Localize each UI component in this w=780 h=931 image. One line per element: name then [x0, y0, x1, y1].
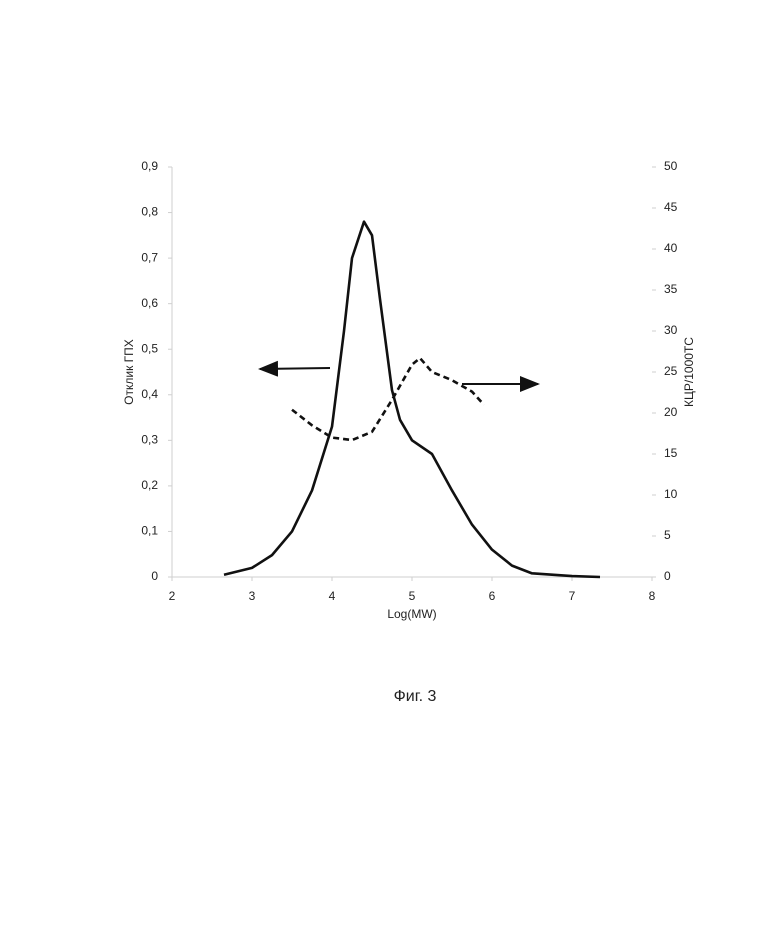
y2-tick-label: 25	[664, 364, 678, 378]
y2-tick-label: 20	[664, 405, 678, 419]
y2-tick-label: 15	[664, 446, 678, 460]
y-tick-label: 0,1	[141, 524, 158, 538]
y2-tick-label: 45	[664, 200, 678, 214]
caption: Фиг. 3	[394, 688, 437, 705]
data-line	[224, 222, 600, 577]
y2-tick-label: 40	[664, 241, 678, 255]
y2-tick-label: 50	[664, 159, 678, 173]
arrow-left	[260, 368, 330, 369]
y-tick-label: 0,3	[141, 433, 158, 447]
y-tick-label: 0,6	[141, 296, 158, 310]
y2-tick-label: 0	[664, 569, 671, 583]
x-tick-label: 3	[249, 589, 256, 603]
x-tick-label: 6	[489, 589, 496, 603]
chart: Log(MW) Отклик ГПХ КЦР/1000ТС Фиг. 3 2 3 4…	[0, 0, 780, 931]
data-line	[292, 358, 484, 440]
x-tick-label: 4	[329, 589, 336, 603]
y-tick-label: 0,5	[141, 341, 158, 355]
y2-tick-label: 5	[664, 528, 671, 542]
y-tick-label: 0,8	[141, 205, 158, 219]
y2-tick-label: 30	[664, 323, 678, 337]
y-tick-label: 0,9	[141, 159, 158, 173]
y-tick-label: 0,4	[141, 387, 158, 401]
x-tick-label: 7	[569, 589, 576, 603]
y-tick-label: 0	[151, 569, 158, 583]
x-axis-label: Log(MW)	[387, 607, 436, 621]
y-axis-label: Отклик ГПХ	[122, 339, 136, 405]
x-tick-label: 5	[409, 589, 416, 603]
y-tick-label: 0,2	[141, 478, 158, 492]
y-tick-label: 0,7	[141, 250, 158, 264]
y2-tick-label: 35	[664, 282, 678, 296]
x-tick-label: 2	[169, 589, 176, 603]
y2-tick-label: 10	[664, 487, 678, 501]
x-tick-label: 8	[649, 589, 656, 603]
y2-axis-label: КЦР/1000ТС	[682, 337, 696, 407]
